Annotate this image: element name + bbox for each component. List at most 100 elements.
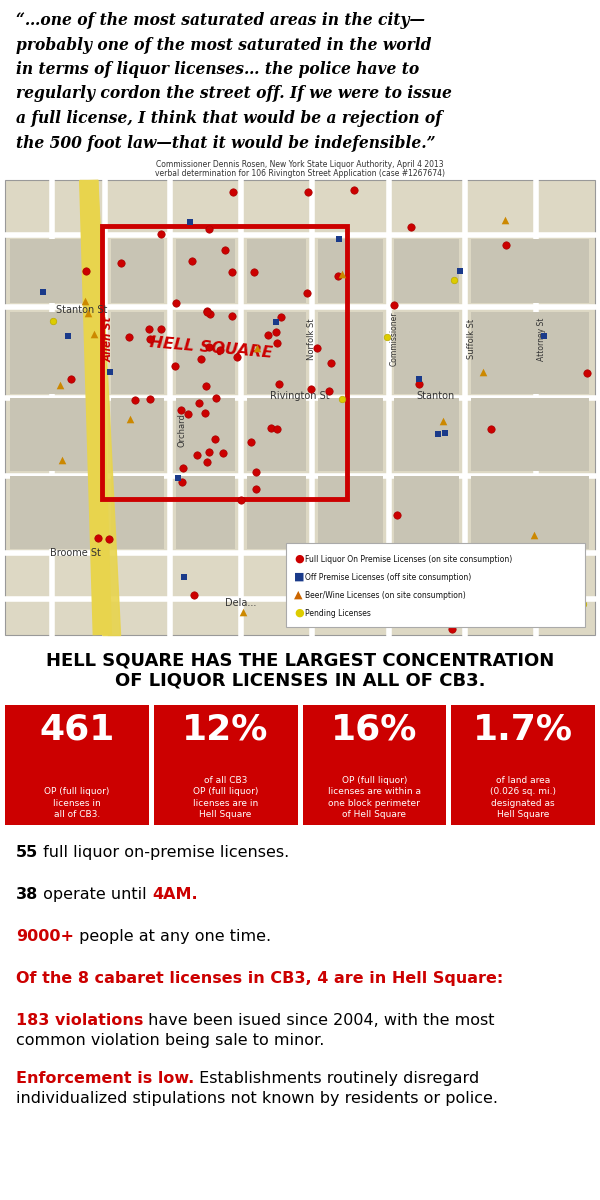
Point xyxy=(320,571,329,590)
Point xyxy=(337,390,347,409)
Text: Norfolk St: Norfolk St xyxy=(307,318,316,360)
Point xyxy=(389,295,398,314)
Point xyxy=(272,334,282,353)
Point xyxy=(478,362,488,382)
Point xyxy=(313,338,322,358)
Text: Enforcement is low.: Enforcement is low. xyxy=(16,1070,194,1086)
Point xyxy=(105,362,115,382)
Text: in terms of liquor licenses… the police have to: in terms of liquor licenses… the police … xyxy=(16,61,419,78)
Point xyxy=(276,308,286,328)
Point xyxy=(500,210,509,229)
Point xyxy=(302,283,311,302)
Bar xyxy=(247,398,306,472)
Bar xyxy=(471,398,589,472)
Text: Allen St: Allen St xyxy=(103,317,113,362)
Bar xyxy=(247,475,306,548)
Point xyxy=(439,612,448,631)
Bar xyxy=(111,312,164,394)
Point xyxy=(236,491,246,510)
Point xyxy=(392,505,401,524)
Bar xyxy=(176,475,235,548)
Point xyxy=(263,325,273,344)
Text: Attorney St: Attorney St xyxy=(538,318,547,361)
Point xyxy=(130,390,139,409)
Text: 55: 55 xyxy=(16,845,38,860)
Point xyxy=(83,304,93,323)
Point xyxy=(324,382,334,401)
Bar xyxy=(111,475,164,548)
Bar xyxy=(247,312,306,394)
Text: Rivington St: Rivington St xyxy=(270,391,330,401)
Text: Of the 8 cabaret licenses in CB3, 4 are in Hell Square:: Of the 8 cabaret licenses in CB3, 4 are … xyxy=(16,971,503,986)
Point xyxy=(81,262,91,281)
Point xyxy=(252,338,262,358)
Point xyxy=(176,400,185,419)
Point xyxy=(203,301,212,320)
Text: OP (full liquor)
licenses in
all of CB3.: OP (full liquor) licenses in all of CB3. xyxy=(44,787,110,818)
Bar xyxy=(176,312,235,394)
Point xyxy=(212,389,221,408)
Bar xyxy=(10,239,100,302)
Bar xyxy=(394,239,460,302)
Text: 16%: 16% xyxy=(331,713,418,746)
Point xyxy=(183,404,193,424)
Point xyxy=(116,253,126,272)
Text: Orchard: Orchard xyxy=(178,413,187,448)
Point xyxy=(89,325,98,344)
Bar xyxy=(5,704,149,826)
Point xyxy=(202,377,211,396)
Point xyxy=(206,305,215,324)
Point xyxy=(179,566,189,586)
Text: 4AM.: 4AM. xyxy=(152,887,197,902)
Point xyxy=(473,563,482,582)
Point xyxy=(227,263,237,282)
Point xyxy=(251,462,261,481)
Text: people at any one time.: people at any one time. xyxy=(74,929,271,944)
Point xyxy=(529,526,538,545)
Text: operate until: operate until xyxy=(38,887,152,902)
Point xyxy=(188,251,197,270)
Point xyxy=(192,445,202,464)
Point xyxy=(449,271,458,290)
Text: Beer/Wine Licenses (on site consumption): Beer/Wine Licenses (on site consumption) xyxy=(305,590,466,600)
Bar xyxy=(10,475,100,548)
Point xyxy=(578,594,587,613)
Point xyxy=(220,240,230,259)
Text: Off Premise Licenses (off site consumption): Off Premise Licenses (off site consumpti… xyxy=(305,572,472,582)
Bar xyxy=(111,398,164,472)
Text: Dela...: Dela... xyxy=(226,598,257,608)
Point xyxy=(67,370,76,389)
Bar xyxy=(10,312,100,394)
Text: 183 violations: 183 violations xyxy=(16,1013,143,1028)
Point xyxy=(185,212,194,232)
Text: 38: 38 xyxy=(16,887,38,902)
Text: Broome St: Broome St xyxy=(50,548,101,558)
Text: Full Liquor On Premise Licenses (on site consumption): Full Liquor On Premise Licenses (on site… xyxy=(305,554,512,564)
Text: OF LIQUOR LICENSES IN ALL OF CB3.: OF LIQUOR LICENSES IN ALL OF CB3. xyxy=(115,672,485,690)
Point xyxy=(189,586,199,605)
Point xyxy=(48,311,58,330)
Point xyxy=(488,578,498,598)
Text: individualized stipulations not known by residents or police.: individualized stipulations not known by… xyxy=(16,1091,498,1106)
Point xyxy=(433,425,443,444)
Point xyxy=(414,370,424,389)
Text: OP (full liquor)
licenses are within a
one block perimeter
of Hell Square: OP (full liquor) licenses are within a o… xyxy=(328,775,421,818)
Bar xyxy=(394,312,460,394)
Point xyxy=(205,337,214,356)
Text: HELL SQUARE HAS THE LARGEST CONCENTRATION: HELL SQUARE HAS THE LARGEST CONCENTRATIO… xyxy=(46,652,554,670)
Bar xyxy=(154,704,298,826)
Point xyxy=(215,341,225,360)
Text: 1.7%: 1.7% xyxy=(473,713,573,746)
Text: Suffolk St: Suffolk St xyxy=(467,319,476,359)
Point xyxy=(496,548,506,568)
Bar xyxy=(394,475,460,548)
Point xyxy=(251,480,260,499)
Bar xyxy=(318,239,383,302)
Point xyxy=(173,469,183,488)
Bar xyxy=(5,180,595,635)
Bar xyxy=(451,704,595,826)
Text: verbal determination for 106 Rivington Street Application (case #1267674): verbal determination for 106 Rivington S… xyxy=(155,169,445,178)
Text: 461: 461 xyxy=(39,713,115,746)
Point xyxy=(583,362,592,382)
Point xyxy=(144,319,154,338)
